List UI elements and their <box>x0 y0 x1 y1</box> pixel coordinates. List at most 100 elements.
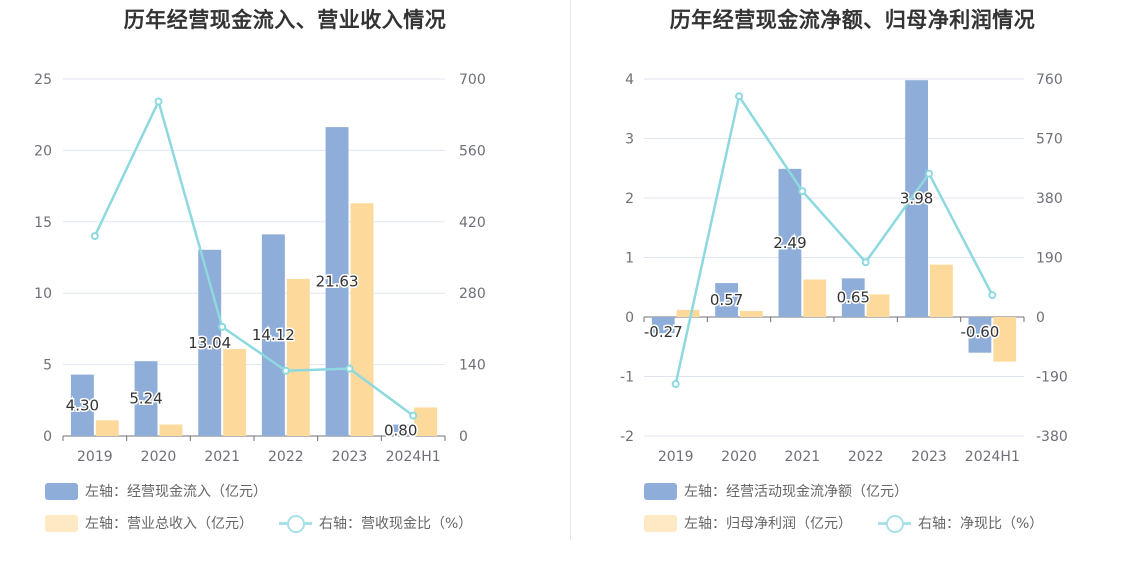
chart-title: 历年经营现金流入、营业收入情况 <box>123 8 447 32</box>
right-axis-tick-label: 280 <box>459 286 486 302</box>
bar-primary <box>968 317 992 353</box>
bar-data-label: 0.80 <box>384 421 417 439</box>
line-point <box>281 366 290 375</box>
right-axis-tick-label: 0 <box>459 429 468 445</box>
bar-data-label: -0.60 <box>961 323 1000 341</box>
line-point <box>154 97 163 106</box>
bar-data-label: 21.63 <box>316 273 359 291</box>
right-axis-tick-label: -190 <box>1036 370 1068 386</box>
bar-data-label: 13.04 <box>188 334 231 352</box>
legend-swatch-line <box>279 514 312 533</box>
right-axis-tick-label: 560 <box>459 143 486 159</box>
bar-primary <box>325 127 349 436</box>
line-series <box>93 97 414 417</box>
left-axis-tick-label: 1 <box>625 251 634 267</box>
x-axis-tick-label: 2022 <box>268 449 304 465</box>
line-point <box>925 169 933 178</box>
x-axis-tick-label: 2024H1 <box>965 449 1020 465</box>
right-axis-tick-label: 380 <box>1036 191 1063 207</box>
left-axis-tick-label: 2 <box>625 191 634 207</box>
left-axis-tick-label: -1 <box>620 370 634 386</box>
bar-primary <box>134 361 158 436</box>
bar-secondary <box>350 203 374 436</box>
legend-label: 左轴：归母净利润（亿元） <box>684 516 852 532</box>
line-point <box>409 411 418 420</box>
line-point <box>345 364 354 373</box>
bar-primary <box>389 424 413 436</box>
right-axis-tick-label: 700 <box>459 72 486 88</box>
bar-data-label: 2.49 <box>773 234 806 252</box>
legend-swatch-bar <box>45 482 78 500</box>
right-axis-tick-label: 570 <box>1036 132 1063 148</box>
left-axis-tick-label: 0 <box>43 429 52 445</box>
line-point <box>218 322 227 331</box>
bar-primary <box>261 234 285 436</box>
bar-data-label: 3.98 <box>900 190 933 208</box>
x-axis-tick-label: 2024H1 <box>386 449 441 465</box>
x-axis-tick-label: 2019 <box>658 449 694 465</box>
line-point <box>90 232 99 241</box>
left-axis-tick-label: 3 <box>625 132 634 148</box>
legend-swatch-bar <box>644 514 677 532</box>
panel-divider <box>570 0 571 540</box>
x-axis-tick-label: 2019 <box>77 449 113 465</box>
legend-swatch-bar <box>644 482 677 500</box>
bar-data-label: 0.57 <box>710 291 743 309</box>
left-axis-tick-label: 5 <box>43 358 52 374</box>
chart-plot-area: 0 5 10 15 20 25 0 140 280 420 560 700 2019 2020 2021 20… <box>34 72 486 465</box>
x-axis-tick-label: 2021 <box>785 449 821 465</box>
bar-secondary <box>676 309 700 317</box>
chart-plot-area: -2 -1 0 1 2 3 4 -380 -190 0 190 380 570 760 2019 2020 20… <box>620 72 1068 465</box>
right-axis-tick-label: 760 <box>1036 72 1063 88</box>
legend-item-net-profit[interactable]: 左轴：归母净利润（亿元） <box>644 513 852 533</box>
bar-data-label: -0.27 <box>644 323 683 341</box>
bar-primary <box>841 278 865 317</box>
bar-secondary <box>286 278 310 436</box>
bar-primary <box>905 80 928 317</box>
line-series <box>674 93 994 385</box>
legend-label: 左轴：营业总收入（亿元） <box>85 516 253 532</box>
legend-label: 右轴：营收现金比（%） <box>319 516 473 532</box>
line-point <box>798 187 807 196</box>
bar-primary <box>715 283 738 317</box>
line-point <box>861 258 870 267</box>
x-axis-tick-label: 2020 <box>141 449 177 465</box>
legend-item-net-cash-ratio[interactable]: 右轴：净现比（%） <box>878 513 1043 533</box>
bar-data-label: 4.30 <box>66 396 99 414</box>
legend-item-cash-inflow[interactable]: 左轴：经营现金流入（亿元） <box>45 481 267 501</box>
bar-secondary <box>993 317 1017 362</box>
x-axis-tick-label: 2023 <box>911 449 947 465</box>
left-axis-tick-label: 10 <box>34 286 52 302</box>
legend-item-net-cashflow[interactable]: 左轴：经营活动现金流净额（亿元） <box>644 481 908 501</box>
legend-item-ratio[interactable]: 右轴：营收现金比（%） <box>279 513 472 533</box>
bar-secondary <box>930 264 953 317</box>
legend-row-2: 左轴：归母净利润（亿元） 右轴：净现比（%） <box>644 513 1069 533</box>
x-axis-tick-label: 2020 <box>721 449 757 465</box>
legend-row-2: 左轴：营业总收入（亿元） 右轴：营收现金比（%） <box>45 513 498 533</box>
bar-secondary <box>95 420 119 436</box>
line-point <box>671 380 680 389</box>
bar-secondary <box>223 348 247 436</box>
bar-data-label: 0.65 <box>837 289 870 307</box>
right-axis-tick-label: 190 <box>1036 251 1063 267</box>
legend-row-1: 左轴：经营现金流入（亿元） <box>45 481 293 501</box>
left-axis-tick-label: -2 <box>620 429 634 445</box>
left-axis-tick-label: 0 <box>625 310 634 326</box>
bar-data-label: 5.24 <box>129 390 162 408</box>
line-point <box>988 291 997 300</box>
legend-row-1: 左轴：经营活动现金流净额（亿元） <box>644 481 934 501</box>
line-point <box>735 92 743 101</box>
chart-title: 历年经营现金流净额、归母净利润情况 <box>669 8 1036 32</box>
left-axis-tick-label: 25 <box>34 72 52 88</box>
left-axis-tick-label: 20 <box>34 143 52 159</box>
bar-secondary <box>159 424 183 436</box>
right-axis-tick-label: -380 <box>1036 429 1068 445</box>
bar-data-label: 14.12 <box>252 326 295 344</box>
left-axis-tick-label: 15 <box>34 215 52 231</box>
legend-item-revenue[interactable]: 左轴：营业总收入（亿元） <box>45 513 253 533</box>
legend-label: 右轴：净现比（%） <box>918 516 1044 532</box>
bar-secondary <box>414 407 438 436</box>
bar-primary <box>778 168 802 317</box>
bar-primary <box>651 317 675 334</box>
bar-secondary <box>740 311 763 317</box>
